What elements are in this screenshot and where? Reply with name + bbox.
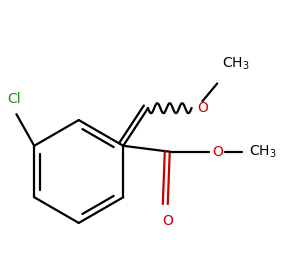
Text: O: O — [212, 145, 223, 159]
Text: CH$_3$: CH$_3$ — [222, 55, 250, 72]
Text: CH$_3$: CH$_3$ — [249, 144, 277, 160]
Text: O: O — [197, 101, 208, 115]
Text: O: O — [162, 214, 173, 228]
Text: Cl: Cl — [8, 92, 21, 106]
